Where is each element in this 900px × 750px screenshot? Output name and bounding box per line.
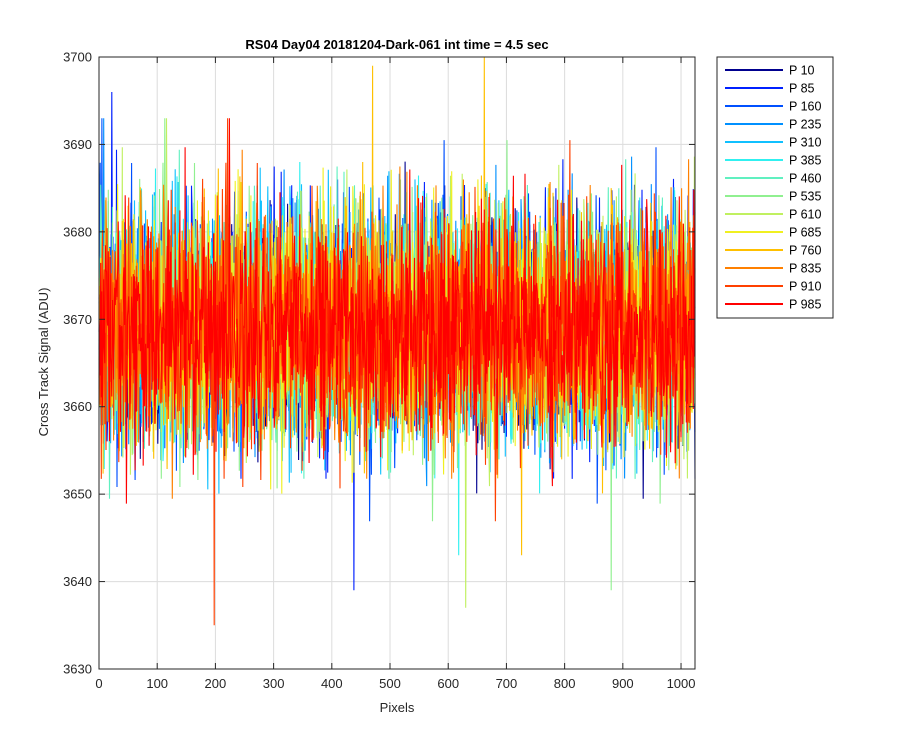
x-tick-label: 500 — [379, 676, 401, 691]
legend-label: P 460 — [789, 172, 821, 186]
x-tick-label: 300 — [263, 676, 285, 691]
y-tick-label: 3680 — [63, 224, 92, 239]
legend-label: P 160 — [789, 100, 821, 114]
legend-label: P 385 — [789, 154, 821, 168]
legend-label: P 235 — [789, 118, 821, 132]
chart-title: RS04 Day04 20181204-Dark-061 int time = … — [245, 37, 548, 52]
y-tick-label: 3640 — [63, 574, 92, 589]
legend-label: P 610 — [789, 208, 821, 222]
y-axis-label: Cross Track Signal (ADU) — [36, 288, 51, 437]
y-tick-label: 3670 — [63, 312, 92, 327]
x-tick-label: 100 — [146, 676, 168, 691]
y-tick-label: 3660 — [63, 399, 92, 414]
legend-label: P 85 — [789, 82, 815, 96]
legend-label: P 310 — [789, 136, 821, 150]
legend-label: P 685 — [789, 226, 821, 240]
x-tick-label: 800 — [554, 676, 576, 691]
y-tick-label: 3630 — [63, 662, 92, 677]
x-tick-label: 900 — [612, 676, 634, 691]
x-axis-label: Pixels — [380, 700, 415, 715]
legend-label: P 10 — [789, 64, 815, 78]
x-tick-label: 0 — [95, 676, 102, 691]
x-tick-label: 1000 — [667, 676, 696, 691]
legend-label: P 835 — [789, 262, 821, 276]
legend-label: P 535 — [789, 190, 821, 204]
x-tick-label: 400 — [321, 676, 343, 691]
legend-label: P 910 — [789, 280, 821, 294]
legend-label: P 760 — [789, 244, 821, 258]
legend-label: P 985 — [789, 298, 821, 312]
x-tick-label: 600 — [437, 676, 459, 691]
y-tick-label: 3690 — [63, 137, 92, 152]
y-tick-label: 3650 — [63, 487, 92, 502]
y-tick-label: 3700 — [63, 50, 92, 65]
x-tick-label: 700 — [496, 676, 518, 691]
legend: P 10 P 85 P 160 P 235 P 310 P 385 P 460 P 535 P … — [717, 57, 833, 318]
x-tick-label: 200 — [205, 676, 227, 691]
